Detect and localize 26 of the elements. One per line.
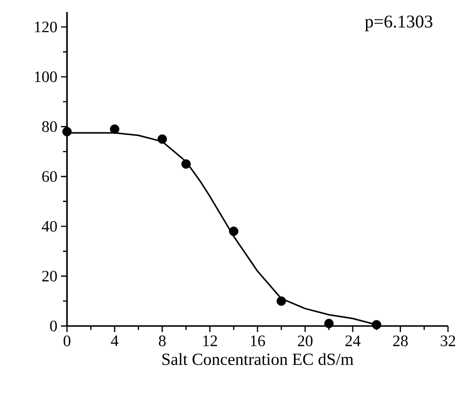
x-tick-label: 16 <box>250 336 265 346</box>
x-tick-label: 4 <box>110 336 118 346</box>
x-tick-label: 20 <box>298 336 312 346</box>
x-tick-label: 24 <box>345 336 360 346</box>
point <box>276 296 286 306</box>
point <box>181 159 191 169</box>
y-tick-label: 100 <box>34 71 57 82</box>
point <box>324 318 334 328</box>
y-tick-label: 80 <box>42 121 57 132</box>
x-tick-label: 12 <box>203 336 217 346</box>
annotation: p=6.1303 <box>364 16 432 32</box>
y-tick-label: 120 <box>34 22 57 32</box>
point <box>158 134 167 144</box>
y-tick-label: 60 <box>42 171 57 182</box>
x-axis-title: Salt Concentration EC dS/m <box>162 353 354 366</box>
y-tick-label: 40 <box>42 220 57 232</box>
y-tick-label: 20 <box>42 270 57 282</box>
x-tick-label: 32 <box>440 336 456 346</box>
x-tick-label: 8 <box>158 336 166 346</box>
point <box>62 126 72 136</box>
point <box>228 226 238 236</box>
x-tick-label: 0 <box>64 336 70 346</box>
point <box>110 124 120 134</box>
x-tick-label: 28 <box>393 336 408 346</box>
y-tick-label: 0 <box>50 320 57 332</box>
point <box>372 320 382 330</box>
